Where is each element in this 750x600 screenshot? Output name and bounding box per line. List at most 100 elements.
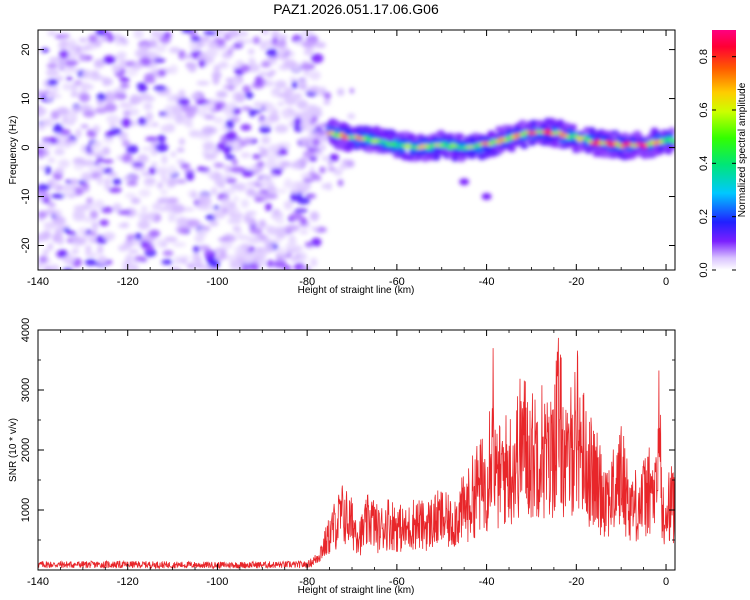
noise-blob xyxy=(327,161,334,166)
noise-blob xyxy=(128,60,136,66)
noise-blob xyxy=(212,74,220,85)
noise-blob xyxy=(123,239,133,250)
noise-blob xyxy=(52,234,60,243)
noise-blob xyxy=(214,176,226,187)
noise-blob xyxy=(90,70,100,76)
noise-blob xyxy=(260,79,267,84)
y-tick-label: 3000 xyxy=(20,378,32,402)
noise-blob xyxy=(94,107,108,114)
x-tick-label: -40 xyxy=(479,576,495,588)
noise-blob xyxy=(258,71,270,76)
noise-blob xyxy=(121,117,132,128)
noise-blob xyxy=(129,107,140,116)
noise-blob xyxy=(50,193,65,199)
noise-blob xyxy=(309,165,315,173)
noise-blob xyxy=(301,109,314,119)
x-tick-label: -60 xyxy=(389,576,405,588)
signal-band-blob xyxy=(497,133,505,139)
noise-blob xyxy=(217,237,231,242)
noise-blob xyxy=(243,39,253,44)
noise-blob xyxy=(58,142,69,148)
noise-blob xyxy=(46,63,58,69)
noise-blob xyxy=(259,147,269,158)
noise-blob xyxy=(47,243,54,251)
noise-blob xyxy=(229,167,242,173)
noise-blob xyxy=(100,36,109,42)
noise-blob xyxy=(333,168,343,176)
noise-blob xyxy=(98,220,109,226)
noise-blob xyxy=(299,229,309,235)
noise-blob xyxy=(226,48,234,55)
noise-blob xyxy=(283,200,293,210)
noise-blob xyxy=(190,35,201,43)
noise-blob xyxy=(40,191,51,199)
noise-blob xyxy=(62,188,76,197)
x-tick-label: -100 xyxy=(206,576,228,588)
x-tick-label: -140 xyxy=(27,576,49,588)
noise-blob xyxy=(196,167,211,172)
noise-blob xyxy=(87,165,98,173)
spectrogram-heat-layer xyxy=(38,30,675,270)
noise-blob xyxy=(216,142,229,152)
noise-blob xyxy=(155,166,169,176)
noise-blob xyxy=(114,33,122,40)
noise-blob xyxy=(103,57,116,64)
signal-band-blob xyxy=(476,148,484,154)
noise-blob xyxy=(240,124,252,131)
noise-blob xyxy=(75,128,82,139)
noise-blob xyxy=(187,62,197,73)
signal-band-blob xyxy=(602,135,610,141)
noise-blob xyxy=(199,36,211,42)
noise-blob xyxy=(62,254,76,265)
noise-blob xyxy=(212,148,221,155)
noise-blob xyxy=(84,258,97,266)
colorbar-tick-label: 0.6 xyxy=(698,102,710,117)
noise-blob xyxy=(115,52,125,61)
noise-blob xyxy=(309,119,315,126)
noise-blob xyxy=(67,110,78,120)
noise-blob xyxy=(66,231,77,236)
spectrogram-frame xyxy=(37,29,676,271)
noise-blob xyxy=(222,188,236,195)
noise-blob xyxy=(336,88,345,96)
noise-blob xyxy=(85,244,92,255)
noise-blob xyxy=(126,180,138,187)
noise-blob xyxy=(89,210,99,220)
noise-blob xyxy=(298,78,307,87)
noise-blob xyxy=(264,102,276,113)
noise-blob xyxy=(300,265,311,270)
noise-blob xyxy=(147,211,156,222)
noise-blob xyxy=(89,145,99,150)
noise-blob xyxy=(347,113,356,120)
noise-blob xyxy=(241,106,252,111)
noise-blob xyxy=(261,135,271,145)
noise-blob xyxy=(160,189,168,195)
noise-blob xyxy=(86,197,93,205)
noise-blob xyxy=(242,85,251,94)
noise-blob xyxy=(148,229,161,238)
noise-blob xyxy=(96,175,104,186)
noise-blob xyxy=(277,34,289,39)
snr-y-axis-label: SNR (10 * v/v) xyxy=(8,418,19,482)
noise-blob xyxy=(315,111,323,117)
noise-blob xyxy=(139,57,152,67)
noise-blob xyxy=(321,156,330,161)
noise-blob xyxy=(109,127,122,136)
noise-blob xyxy=(291,80,298,90)
noise-blob xyxy=(182,54,194,59)
noise-blob xyxy=(349,88,355,94)
signal-band-blob xyxy=(588,133,596,140)
noise-blob xyxy=(236,39,245,45)
noise-blob xyxy=(226,145,233,152)
noise-blob xyxy=(54,167,65,175)
noise-blob xyxy=(242,137,253,144)
signal-core-blob xyxy=(512,136,519,140)
noise-blob xyxy=(41,230,52,241)
noise-blob xyxy=(272,208,281,215)
noise-blob xyxy=(134,255,146,262)
noise-blob xyxy=(249,262,260,270)
noise-blob xyxy=(108,187,122,193)
noise-blob xyxy=(41,137,56,143)
noise-blob xyxy=(240,265,251,270)
noise-blob xyxy=(261,30,270,36)
